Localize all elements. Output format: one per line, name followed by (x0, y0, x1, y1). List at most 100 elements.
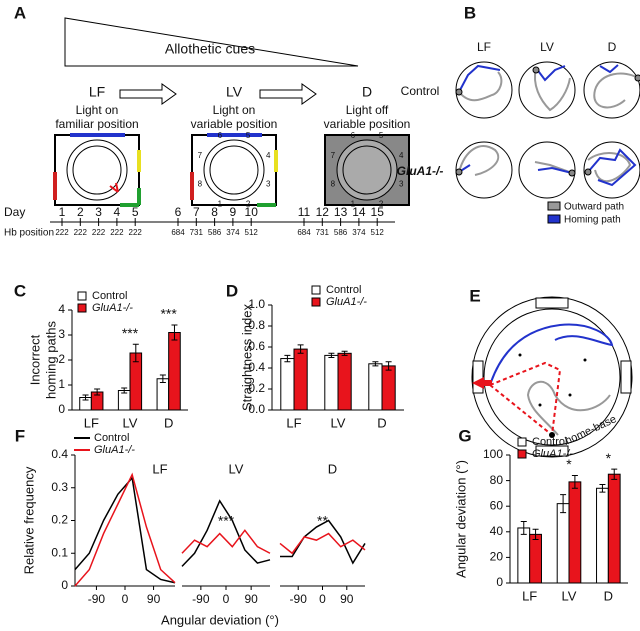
y-tick-label: 1.0 (248, 297, 265, 311)
x-tick-label: LF (286, 415, 301, 430)
arm-number: 6 (351, 131, 356, 140)
bar (168, 332, 181, 411)
day-number: 5 (132, 205, 139, 219)
error-bar (94, 388, 101, 396)
arm-number: 4 (266, 151, 271, 160)
phase-caption: Light off (346, 103, 389, 117)
x-tick-label: 90 (340, 592, 354, 606)
legend-label: GluA1-/- (532, 448, 573, 460)
x-tick-label: -90 (88, 592, 106, 606)
y-axis-label: Incorrect (27, 334, 42, 385)
x-tick-label: D (164, 415, 173, 430)
error-bar (159, 374, 166, 383)
x-tick-label: D (604, 588, 613, 603)
phase-caption: Light on (213, 103, 256, 117)
hb-position: 731 (190, 228, 204, 237)
legend-swatch (311, 297, 321, 307)
wedge-label: Allothetic cues (165, 41, 255, 57)
bar (529, 533, 542, 584)
arm-number: 8 (331, 179, 336, 188)
panel-label: F (15, 426, 25, 445)
y-tick-label: 0.4 (248, 360, 265, 374)
bar (607, 473, 621, 584)
legend-swatch (517, 449, 527, 459)
error-bar (171, 324, 178, 341)
day-number: 8 (211, 205, 218, 219)
y-tick-label: 0.1 (51, 545, 68, 559)
x-tick-label: 0 (223, 592, 230, 606)
hb-position: 586 (208, 228, 222, 237)
legend-label: GluA1-/- (94, 444, 135, 456)
error-bar (132, 343, 139, 363)
y-axis-label: Straightness index (239, 304, 254, 411)
arm-number: 7 (198, 151, 203, 160)
y-tick-label: 100 (483, 447, 503, 461)
day-number: 2 (77, 205, 84, 219)
arm-number: 5 (246, 131, 251, 140)
day-number: 4 (114, 205, 121, 219)
y-tick-label: 0.4 (51, 447, 68, 461)
hb-position: 222 (55, 228, 69, 237)
line (181, 499, 271, 567)
line (279, 532, 366, 555)
line (181, 529, 271, 554)
annotation: *** (160, 306, 177, 322)
error-bar (82, 394, 89, 401)
arm-number: 3 (399, 179, 404, 188)
legend-label: GluA1-/- (92, 302, 133, 314)
hb-position: 222 (92, 228, 106, 237)
row-label: GluA1-/- (397, 164, 444, 178)
hb-position: 374 (226, 228, 240, 237)
home-base-label: home-base (563, 413, 618, 447)
y-tick-label: 0.8 (248, 318, 265, 332)
y-tick-label: 4 (58, 302, 65, 316)
y-tick-label: 0 (58, 402, 65, 416)
y-tick-label: 0 (61, 578, 68, 592)
phase-caption: Light on (76, 103, 119, 117)
arm-number: 3 (266, 179, 271, 188)
arm-number: 4 (399, 151, 404, 160)
x-tick-label: LV (562, 588, 577, 603)
panel-label: B (464, 3, 476, 22)
day-number: 11 (298, 205, 311, 219)
bar (568, 481, 582, 584)
arrow (259, 83, 317, 105)
error-bar (385, 361, 392, 371)
y-tick-label: 3 (58, 327, 65, 341)
hb-position: 222 (129, 228, 143, 237)
legend-label: Outward path (564, 202, 624, 213)
y-tick-label: 0.3 (51, 480, 68, 494)
panel-label: C (14, 281, 26, 300)
legend-label: Control (92, 290, 127, 302)
error-bar (328, 352, 335, 358)
arena (342, 145, 392, 195)
cue-wedge (64, 17, 359, 67)
arm-number: 8 (198, 179, 203, 188)
arm-number: 2 (246, 199, 251, 208)
phase-caption: variable position (324, 117, 411, 131)
y-tick-label: 0.2 (248, 381, 265, 395)
annotation: *** (218, 513, 235, 529)
light-arrow (109, 182, 119, 193)
x-tick-label: 0 (122, 592, 129, 606)
y-tick-label: 0.6 (248, 339, 265, 353)
arm-number: 1 (351, 199, 356, 208)
y-axis-label: Relative frequency (21, 466, 36, 574)
hb-position: 512 (245, 228, 259, 237)
day-number: 3 (95, 205, 102, 219)
phase-name: LF (89, 84, 105, 100)
arena (203, 139, 265, 201)
panel-e-art (471, 296, 633, 458)
y-tick-label: 1 (58, 377, 65, 391)
annotation: ** (317, 513, 328, 529)
error-bar (341, 350, 348, 356)
y-tick-label: 20 (490, 550, 504, 564)
panel-label: E (469, 286, 480, 305)
panel-a-art (53, 17, 410, 207)
x-tick-label: LV (123, 415, 138, 430)
phase-name: LV (226, 84, 243, 100)
legend-swatch (77, 291, 87, 301)
y-tick-label: 0.2 (51, 513, 68, 527)
phase-name: D (362, 84, 372, 100)
